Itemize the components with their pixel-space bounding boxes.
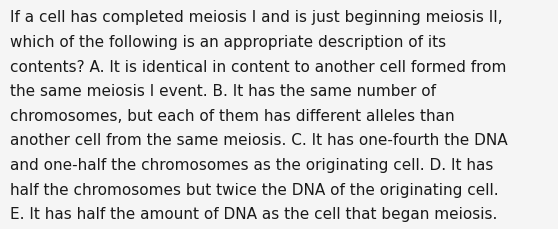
Text: If a cell has completed meiosis I and is just beginning meiosis II,: If a cell has completed meiosis I and is… [10,10,503,25]
Text: chromosomes, but each of them has different alleles than: chromosomes, but each of them has differ… [10,108,455,123]
Text: another cell from the same meiosis. C. It has one-fourth the DNA: another cell from the same meiosis. C. I… [10,133,508,148]
Text: which of the following is an appropriate description of its: which of the following is an appropriate… [10,35,446,50]
Text: contents? A. It is identical in content to another cell formed from: contents? A. It is identical in content … [10,59,507,74]
Text: E. It has half the amount of DNA as the cell that began meiosis.: E. It has half the amount of DNA as the … [10,206,497,221]
Text: half the chromosomes but twice the DNA of the originating cell.: half the chromosomes but twice the DNA o… [10,182,499,197]
Text: the same meiosis I event. B. It has the same number of: the same meiosis I event. B. It has the … [10,84,436,99]
Text: and one-half the chromosomes as the originating cell. D. It has: and one-half the chromosomes as the orig… [10,157,493,172]
